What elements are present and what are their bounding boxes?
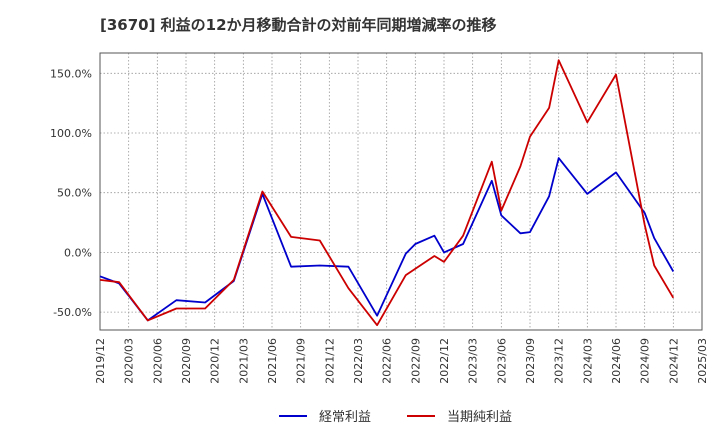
- x-tick-label: 2022/06: [381, 338, 394, 384]
- plot-background: [100, 53, 702, 330]
- x-tick-label: 2023/03: [467, 338, 480, 384]
- legend-label-1: 経常利益: [319, 410, 371, 425]
- x-tick-label: 2021/06: [266, 338, 279, 384]
- x-tick-label: 2019/12: [94, 338, 107, 384]
- x-tick-label: 2020/12: [209, 338, 222, 384]
- y-tick-label: 0.0%: [64, 246, 92, 259]
- x-tick-label: 2021/09: [295, 338, 308, 384]
- x-tick-label: 2024/09: [639, 338, 652, 384]
- legend-label-2: 当期純利益: [447, 410, 512, 425]
- x-tick-label: 2024/06: [610, 338, 623, 384]
- x-tick-label: 2020/09: [180, 338, 193, 384]
- x-tick-label: 2023/12: [553, 338, 566, 384]
- legend: 経常利益 当期純利益: [279, 410, 512, 425]
- x-tick-label: 2023/09: [524, 338, 537, 384]
- x-tick-label: 2022/09: [409, 338, 422, 384]
- x-tick-label: 2023/06: [495, 338, 508, 384]
- series-line-2: [99, 59, 675, 327]
- x-tick-label: 2021/12: [323, 338, 336, 384]
- x-tick-label: 2025/03: [696, 338, 709, 384]
- y-axis: 150.0% 100.0% 50.0% 0.0% -50.0%: [50, 67, 92, 319]
- series-layer: [99, 59, 675, 327]
- series-line-1: [99, 157, 675, 322]
- x-tick-label: 2020/06: [151, 338, 164, 384]
- y-tick-label: 150.0%: [50, 67, 92, 80]
- x-axis: 2019/12 2020/03 2020/06 2020/09 2020/12 2021/…: [94, 338, 709, 384]
- plot-frame: [99, 52, 703, 331]
- plot-area: [100, 53, 702, 330]
- x-tick-label: 2024/03: [581, 338, 594, 384]
- y-tick-label: 50.0%: [57, 187, 92, 200]
- grid-lines: [99, 52, 703, 331]
- x-tick-label: 2022/12: [438, 338, 451, 384]
- x-tick-label: 2021/03: [237, 338, 250, 384]
- y-tick-label: 100.0%: [50, 127, 92, 140]
- chart-title: [3670] 利益の12か月移動合計の対前年同期増減率の推移: [100, 16, 497, 34]
- x-tick-label: 2022/03: [352, 338, 365, 384]
- x-tick-label: 2024/12: [667, 338, 680, 384]
- x-tick-label: 2020/03: [123, 338, 136, 384]
- y-tick-label: -50.0%: [53, 306, 92, 319]
